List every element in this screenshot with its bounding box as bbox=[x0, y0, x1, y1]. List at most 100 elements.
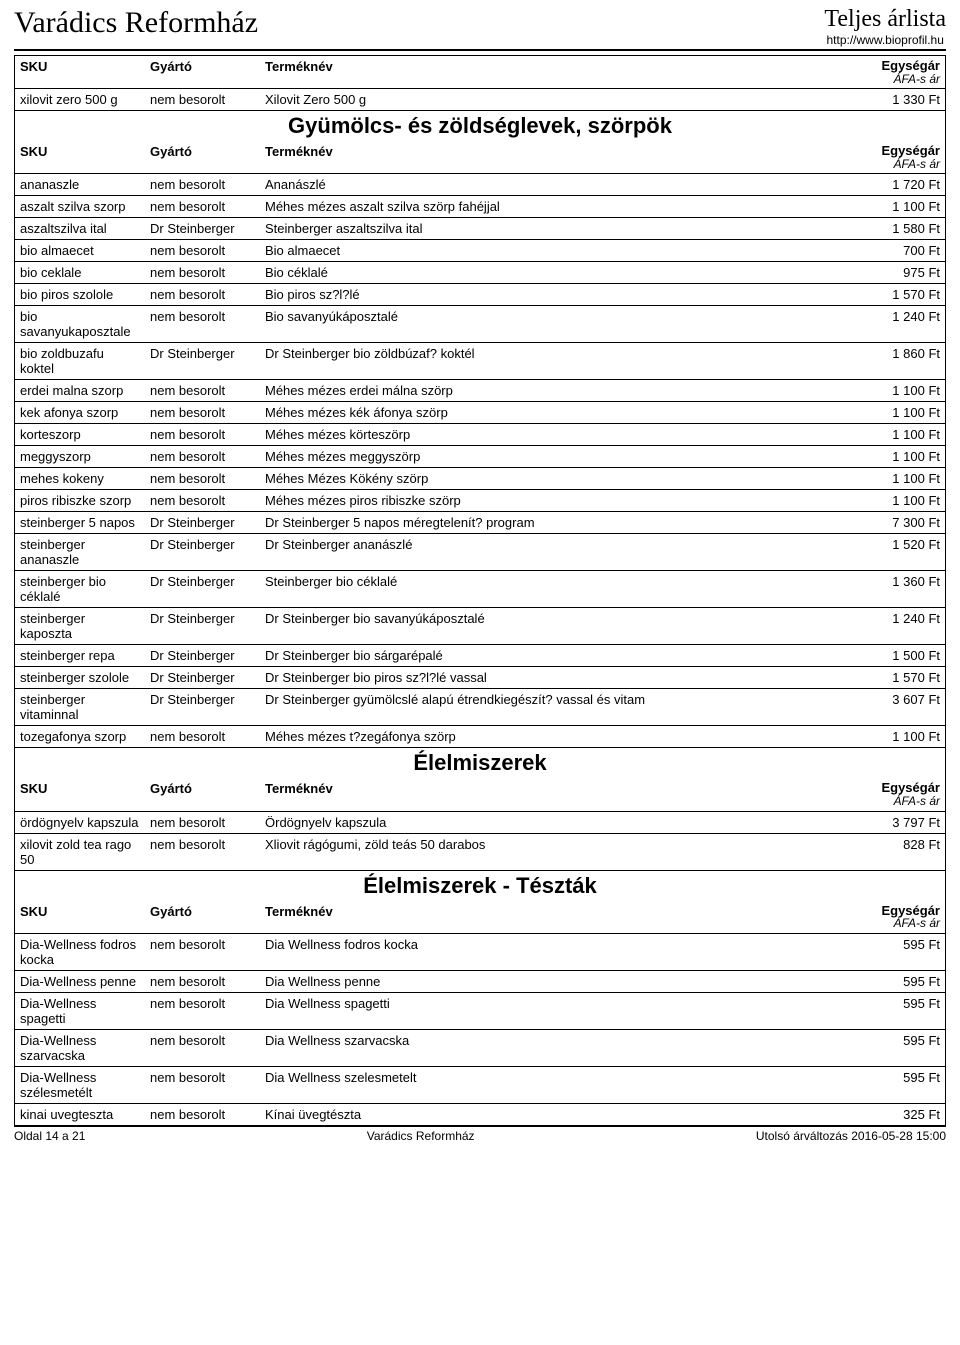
col-price: EgységárÁFA-s ár bbox=[860, 141, 945, 174]
table-row: kek afonya szorpnem besoroltMéhes mézes … bbox=[15, 402, 945, 424]
table-header-row: SKUGyártóTerméknévEgységárÁFA-s ár bbox=[15, 141, 945, 174]
table-row: tozegafonya szorpnem besoroltMéhes mézes… bbox=[15, 726, 945, 748]
cell-sku: steinberger vitaminnal bbox=[15, 689, 145, 726]
cell-manufacturer: nem besorolt bbox=[145, 970, 260, 992]
cell-name: Dr Steinberger bio piros sz?l?lé vassal bbox=[260, 667, 860, 689]
table-row: bio savanyukaposztalenem besoroltBio sav… bbox=[15, 306, 945, 343]
cell-sku: steinberger kaposzta bbox=[15, 608, 145, 645]
cell-name: Dr Steinberger gyümölcslé alapú étrendki… bbox=[260, 689, 860, 726]
table-row: steinberger 5 naposDr SteinbergerDr Stei… bbox=[15, 512, 945, 534]
cell-sku: korteszorp bbox=[15, 424, 145, 446]
cell-name: Bio almaecet bbox=[260, 240, 860, 262]
table-row: xilovit zold tea rago 50nem besoroltXlio… bbox=[15, 833, 945, 870]
section-table: SKUGyártóTerméknévEgységárÁFA-s árDia-We… bbox=[15, 901, 945, 1126]
cell-name: Méhes mézes piros ribiszke szörp bbox=[260, 490, 860, 512]
cell-name: Dr Steinberger ananászlé bbox=[260, 534, 860, 571]
cell-sku: kinai uvegteszta bbox=[15, 1103, 145, 1125]
table-row: steinberger kaposztaDr SteinbergerDr Ste… bbox=[15, 608, 945, 645]
cell-name: Dia Wellness spagetti bbox=[260, 992, 860, 1029]
page-footer: Oldal 14 a 21 Varádics Reformház Utolsó … bbox=[0, 1128, 960, 1149]
cell-manufacturer: Dr Steinberger bbox=[145, 608, 260, 645]
section-title: Élelmiszerek bbox=[15, 750, 945, 776]
cell-name: Xilovit Zero 500 g bbox=[260, 89, 860, 111]
cell-manufacturer: Dr Steinberger bbox=[145, 667, 260, 689]
cell-sku: bio savanyukaposztale bbox=[15, 306, 145, 343]
cell-name: Méhes mézes kék áfonya szörp bbox=[260, 402, 860, 424]
table-row: Dia-Wellness spagettinem besoroltDia Wel… bbox=[15, 992, 945, 1029]
col-name: Terméknév bbox=[260, 56, 860, 89]
cell-sku: mehes kokeny bbox=[15, 468, 145, 490]
cell-name: Méhes mézes körteszörp bbox=[260, 424, 860, 446]
cell-price: 1 100 Ft bbox=[860, 402, 945, 424]
cell-manufacturer: nem besorolt bbox=[145, 1103, 260, 1125]
col-sku: SKU bbox=[15, 901, 145, 934]
col-price: EgységárÁFA-s ár bbox=[860, 778, 945, 811]
cell-price: 325 Ft bbox=[860, 1103, 945, 1125]
cell-manufacturer: nem besorolt bbox=[145, 992, 260, 1029]
col-price: Egységár ÁFA-s ár bbox=[860, 56, 945, 89]
table-row: ördögnyelv kapszulanem besoroltÖrdögnyel… bbox=[15, 811, 945, 833]
cell-name: Steinberger bio céklalé bbox=[260, 571, 860, 608]
table-row: Dia-Wellness szarvacskanem besoroltDia W… bbox=[15, 1029, 945, 1066]
table-row: steinberger ananaszleDr SteinbergerDr St… bbox=[15, 534, 945, 571]
col-sku: SKU bbox=[15, 56, 145, 89]
table-row: aszaltszilva italDr SteinbergerSteinberg… bbox=[15, 218, 945, 240]
cell-manufacturer: Dr Steinberger bbox=[145, 218, 260, 240]
cell-sku: tozegafonya szorp bbox=[15, 726, 145, 748]
cell-name: Bio savanyúkáposztalé bbox=[260, 306, 860, 343]
cell-manufacturer: nem besorolt bbox=[145, 446, 260, 468]
cell-name: Méhes mézes erdei málna szörp bbox=[260, 380, 860, 402]
cell-price: 700 Ft bbox=[860, 240, 945, 262]
cell-sku: Dia-Wellness penne bbox=[15, 970, 145, 992]
cell-name: Dia Wellness fodros kocka bbox=[260, 933, 860, 970]
col-name: Terméknév bbox=[260, 901, 860, 934]
col-manufacturer: Gyártó bbox=[145, 778, 260, 811]
cell-price: 1 580 Ft bbox=[860, 218, 945, 240]
cell-manufacturer: Dr Steinberger bbox=[145, 645, 260, 667]
cell-manufacturer: nem besorolt bbox=[145, 811, 260, 833]
cell-price: 1 360 Ft bbox=[860, 571, 945, 608]
table-row: bio zoldbuzafu koktelDr SteinbergerDr St… bbox=[15, 343, 945, 380]
col-name: Terméknév bbox=[260, 778, 860, 811]
header-right: Teljes árlista http://www.bioprofil.hu bbox=[824, 6, 946, 47]
cell-price: 3 607 Ft bbox=[860, 689, 945, 726]
table-row: kinai uvegtesztanem besoroltKínai üvegté… bbox=[15, 1103, 945, 1125]
cell-manufacturer: nem besorolt bbox=[145, 196, 260, 218]
section-table: SKUGyártóTerméknévEgységárÁFA-s árördögn… bbox=[15, 778, 945, 870]
table-row: piros ribiszke szorpnem besoroltMéhes mé… bbox=[15, 490, 945, 512]
section-title: Élelmiszerek - Tészták bbox=[15, 873, 945, 899]
header-url: http://www.bioprofil.hu bbox=[824, 33, 946, 47]
cell-price: 1 500 Ft bbox=[860, 645, 945, 667]
col-name: Terméknév bbox=[260, 141, 860, 174]
cell-sku: kek afonya szorp bbox=[15, 402, 145, 424]
cell-manufacturer: nem besorolt bbox=[145, 240, 260, 262]
table-row: xilovit zero 500 gnem besoroltXilovit Ze… bbox=[15, 89, 945, 111]
cell-name: Méhes mézes meggyszörp bbox=[260, 446, 860, 468]
cell-manufacturer: nem besorolt bbox=[145, 490, 260, 512]
cell-manufacturer: nem besorolt bbox=[145, 833, 260, 870]
section-table: SKUGyártóTerméknévEgységárÁFA-s árananas… bbox=[15, 141, 945, 748]
cell-name: Bio céklalé bbox=[260, 262, 860, 284]
cell-sku: bio zoldbuzafu koktel bbox=[15, 343, 145, 380]
cell-sku: steinberger ananaszle bbox=[15, 534, 145, 571]
col-sku: SKU bbox=[15, 141, 145, 174]
cell-name: Ördögnyelv kapszula bbox=[260, 811, 860, 833]
content-box: SKU Gyártó Terméknév Egységár ÁFA-s ár x… bbox=[14, 55, 946, 1127]
cell-sku: xilovit zold tea rago 50 bbox=[15, 833, 145, 870]
cell-sku: meggyszorp bbox=[15, 446, 145, 468]
page-header: Varádics Reformház Teljes árlista http:/… bbox=[14, 6, 946, 51]
table-row: aszalt szilva szorpnem besoroltMéhes méz… bbox=[15, 196, 945, 218]
cell-price: 1 100 Ft bbox=[860, 424, 945, 446]
cell-name: Dia Wellness szelesmetelt bbox=[260, 1066, 860, 1103]
footer-center: Varádics Reformház bbox=[367, 1129, 475, 1143]
table-header-row: SKUGyártóTerméknévEgységárÁFA-s ár bbox=[15, 778, 945, 811]
footer-left: Oldal 14 a 21 bbox=[14, 1129, 85, 1143]
cell-price: 1 100 Ft bbox=[860, 446, 945, 468]
cell-manufacturer: nem besorolt bbox=[145, 284, 260, 306]
cell-price: 1 100 Ft bbox=[860, 468, 945, 490]
cell-price: 1 860 Ft bbox=[860, 343, 945, 380]
cell-manufacturer: Dr Steinberger bbox=[145, 343, 260, 380]
cell-manufacturer: nem besorolt bbox=[145, 1066, 260, 1103]
cell-manufacturer: nem besorolt bbox=[145, 933, 260, 970]
cell-manufacturer: nem besorolt bbox=[145, 306, 260, 343]
